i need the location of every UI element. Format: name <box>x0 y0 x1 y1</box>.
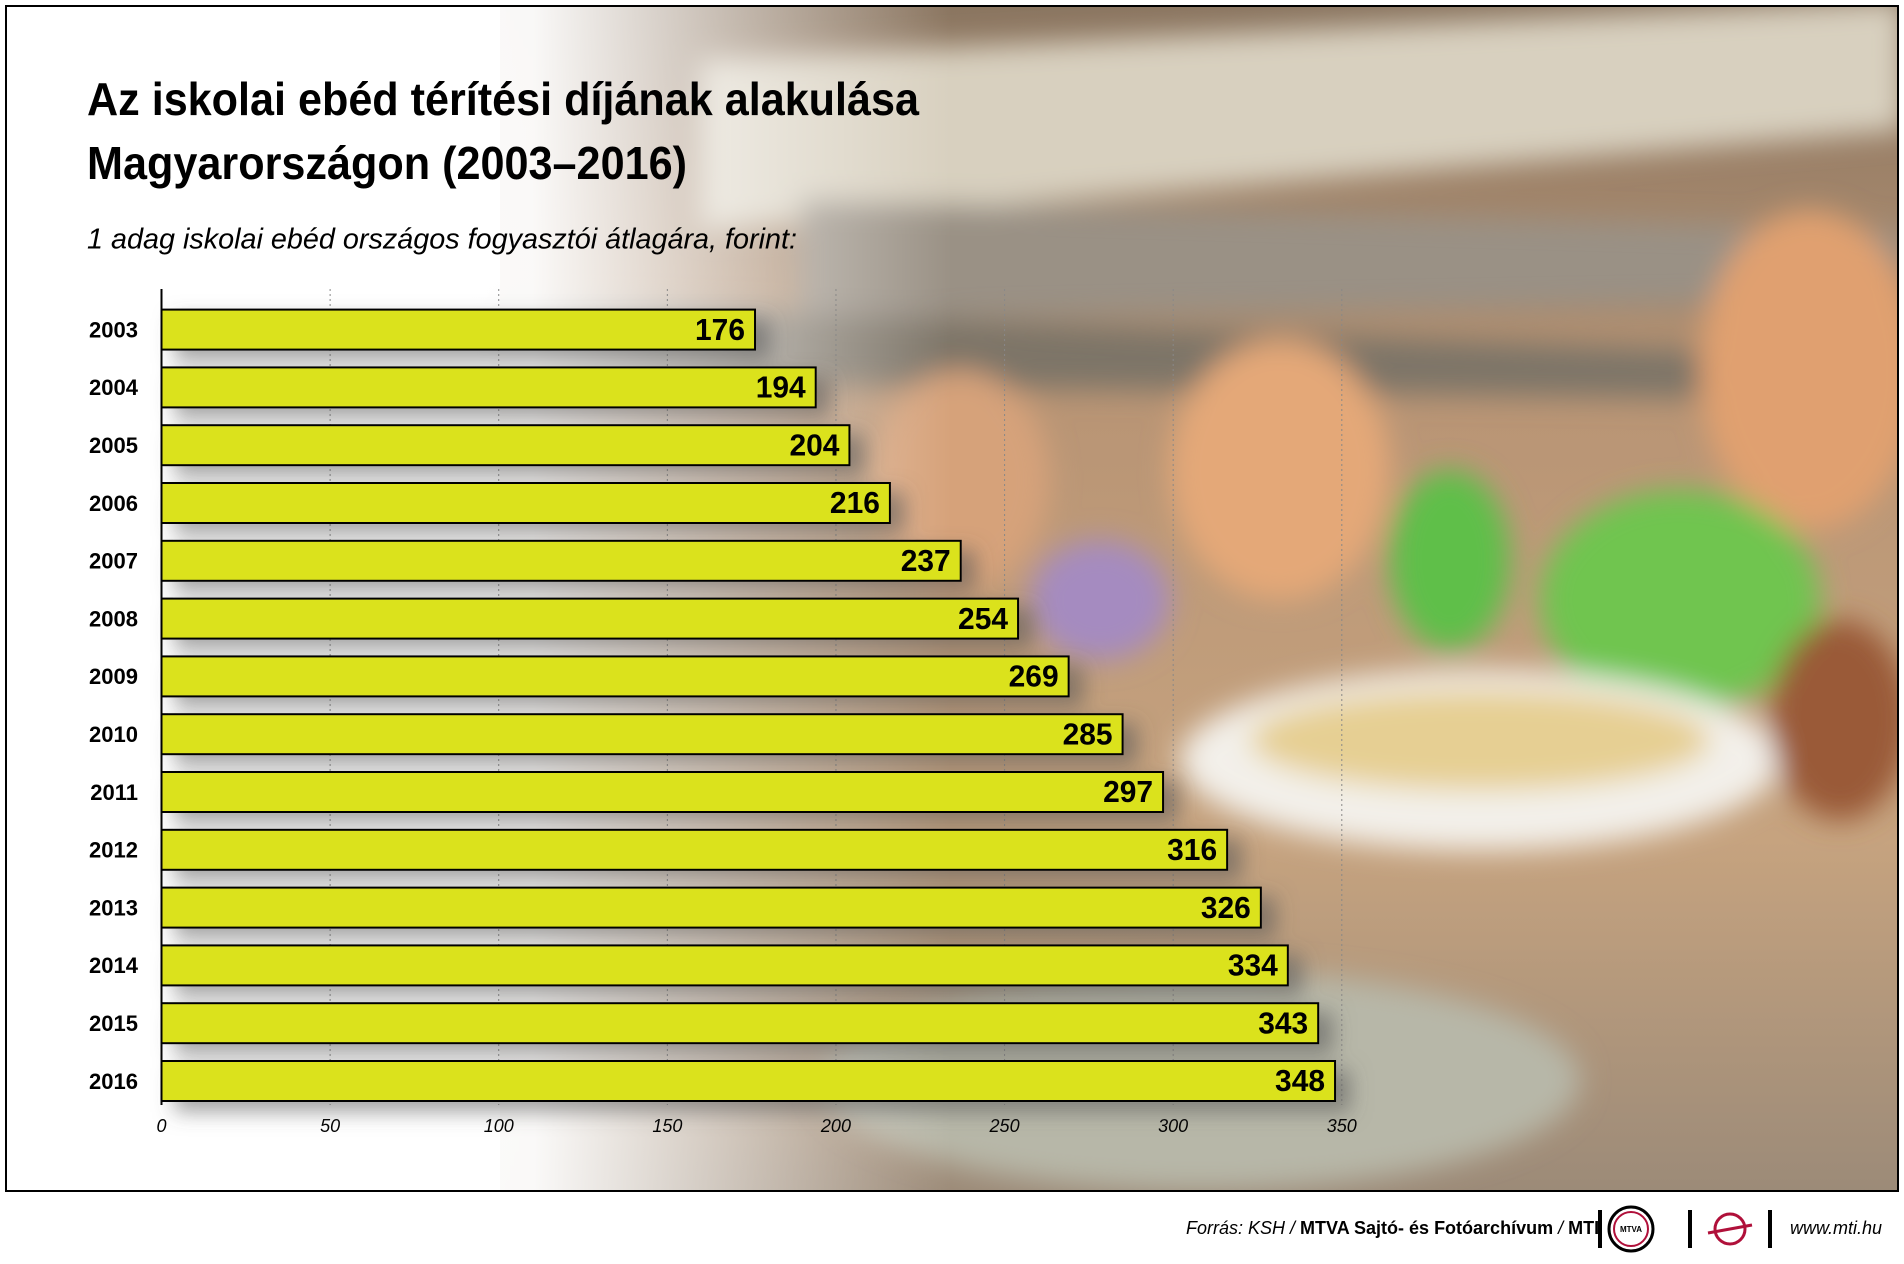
y-tick-label: 2008 <box>89 606 138 631</box>
value-label: 326 <box>1201 890 1251 925</box>
frame <box>5 5 1899 1192</box>
value-label: 269 <box>1009 659 1059 694</box>
chart-title: Magyarországon (2003–2016) <box>87 137 687 189</box>
value-label: 254 <box>958 601 1009 636</box>
y-tick-label: 2006 <box>89 491 138 516</box>
y-tick-label: 2007 <box>89 549 138 574</box>
bar <box>160 828 1229 871</box>
bar <box>160 539 962 582</box>
source-text: Forrás: KSH / <box>1186 1218 1297 1238</box>
bar <box>160 944 1289 987</box>
bar <box>160 713 1124 756</box>
chart-title: Az iskolai ebéd térítési díjának alakulá… <box>87 73 919 125</box>
x-tick-label: 350 <box>1327 1116 1357 1136</box>
value-label: 194 <box>756 370 807 405</box>
value-label: 297 <box>1103 774 1153 809</box>
value-label: 343 <box>1258 1005 1308 1040</box>
source: Forrás: KSH / MTVA Sajtó- és Fotóarchívu… <box>1186 1218 1599 1238</box>
value-label: 316 <box>1167 832 1217 867</box>
bar <box>160 1002 1320 1045</box>
y-tick-label: 2015 <box>89 1011 138 1036</box>
x-tick-label: 200 <box>820 1116 851 1136</box>
bar <box>160 424 851 467</box>
x-tick-label: 100 <box>484 1116 514 1136</box>
x-tick-label: 250 <box>989 1116 1020 1136</box>
value-label: 216 <box>830 485 880 520</box>
bar <box>160 482 891 524</box>
logo-text: MTVA <box>1620 1225 1642 1234</box>
y-tick-label: 2003 <box>89 317 138 342</box>
logo <box>1607 1205 1655 1253</box>
bar <box>160 1060 1337 1102</box>
bar <box>160 771 1165 813</box>
value-label: 348 <box>1275 1063 1325 1098</box>
value-label: 204 <box>789 427 840 462</box>
x-tick-label: 0 <box>156 1116 166 1136</box>
source-text: MTI <box>1568 1218 1599 1238</box>
logo <box>1713 1212 1747 1246</box>
x-tick-label: 300 <box>1158 1116 1188 1136</box>
bar <box>160 655 1070 698</box>
bar <box>160 308 757 351</box>
url: www.mti.hu <box>1790 1218 1882 1238</box>
y-tick-label: 2005 <box>89 433 138 458</box>
y-tick-label: 2012 <box>89 838 138 863</box>
bar <box>160 366 817 409</box>
y-tick-label: 2011 <box>90 780 138 805</box>
value-label: 237 <box>901 543 951 578</box>
x-tick-label: 150 <box>652 1116 682 1136</box>
y-tick-label: 2004 <box>89 375 139 400</box>
value-label: 285 <box>1063 716 1113 751</box>
y-tick-label: 2013 <box>89 895 138 920</box>
y-tick-label: 2014 <box>89 953 139 978</box>
bars <box>160 308 1337 1102</box>
chart-subtitle: 1 adag iskolai ebéd országos fogyasztói … <box>87 224 797 256</box>
logo <box>1707 1223 1753 1235</box>
source-text: / <box>1556 1218 1565 1238</box>
y-tick-label: 2010 <box>89 722 138 747</box>
value-label: 176 <box>695 312 745 347</box>
bar <box>160 597 1020 640</box>
bar <box>160 886 1262 929</box>
y-tick-label: 2009 <box>89 664 138 689</box>
y-tick-label: 2016 <box>89 1069 138 1094</box>
plot: 0 50 100 150 200 250 300 350 2003 2004 2005 2006 200… <box>89 289 1357 1136</box>
x-tick-label: 50 <box>320 1116 340 1136</box>
logo <box>1613 1211 1649 1247</box>
source-text: MTVA Sajtó- és Fotóarchívum <box>1300 1218 1553 1238</box>
value-label: 334 <box>1228 948 1279 983</box>
